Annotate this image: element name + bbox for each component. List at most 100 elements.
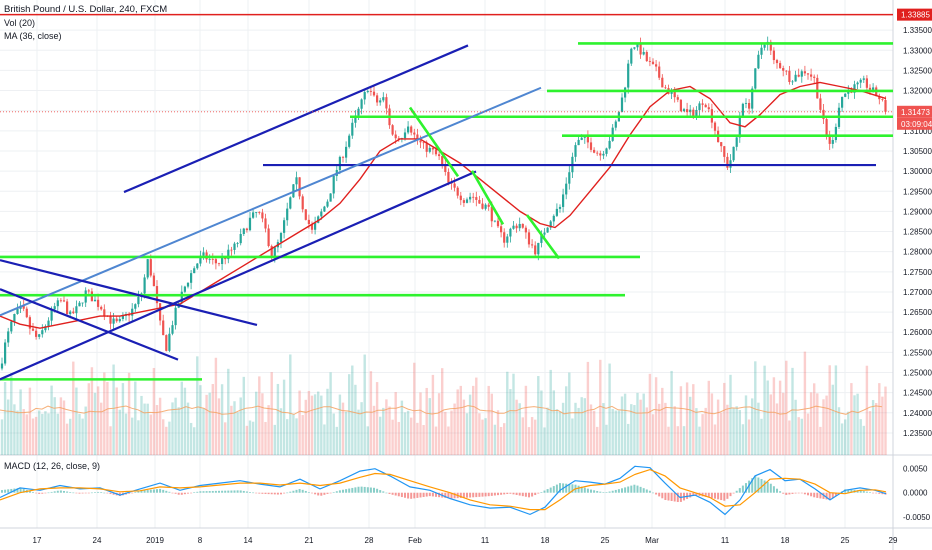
macd-histogram-bar: [630, 485, 633, 493]
macd-histogram-bar: [816, 492, 819, 498]
macd-histogram-bar: [87, 492, 90, 494]
macd-histogram-bar: [78, 492, 81, 494]
macd-histogram-bar: [298, 488, 301, 493]
volume-bar: [441, 368, 444, 455]
time-tick-label: 18: [541, 536, 550, 545]
candle-body: [416, 134, 419, 141]
macd-histogram-bar: [159, 488, 162, 493]
macd-histogram-bar: [140, 490, 143, 493]
macd-histogram-bar: [366, 487, 369, 493]
candle-body: [62, 300, 66, 302]
price-tick-label: 1.28500: [903, 228, 932, 237]
volume-bar: [341, 402, 345, 455]
macd-histogram-bar: [28, 491, 31, 493]
candle-body: [134, 304, 137, 309]
volume-bar: [62, 400, 66, 455]
macd-histogram-bar: [202, 491, 205, 493]
candle-body: [682, 109, 686, 112]
candle-body: [196, 263, 199, 269]
volume-bar: [806, 413, 810, 455]
volume-bar: [434, 426, 438, 455]
volume-bar: [794, 399, 797, 455]
macd-histogram-bar: [177, 492, 180, 495]
macd-histogram-bar: [143, 490, 146, 493]
volume-bar: [667, 426, 670, 455]
volume-bar: [813, 383, 816, 455]
candle-body: [84, 290, 87, 303]
macd-histogram-bar: [348, 488, 351, 493]
ma-indicator-label[interactable]: MA (36, close): [4, 31, 62, 41]
candle-body: [676, 97, 679, 100]
macd-histogram-bar: [593, 490, 596, 493]
volume-bar: [437, 393, 441, 455]
candle-body: [754, 68, 757, 89]
candle-body: [648, 61, 651, 62]
candle-body: [252, 212, 255, 218]
candle-body: [748, 102, 751, 109]
candle-body: [41, 330, 44, 335]
macd-histogram-bar: [751, 478, 754, 493]
macd-histogram-bar: [766, 481, 769, 493]
candle-body: [13, 313, 16, 322]
macd-histogram-bar: [280, 492, 282, 495]
macd-histogram-bar: [428, 492, 431, 497]
candle-body: [868, 87, 872, 90]
volume-bar: [713, 424, 717, 455]
macd-indicator-label[interactable]: MACD (12, 26, close, 9): [4, 461, 101, 471]
candle-body: [31, 328, 35, 331]
candle-body: [267, 228, 270, 247]
volume-bar: [685, 382, 689, 455]
candle-body: [760, 47, 763, 55]
candle-body: [565, 183, 568, 195]
volume-bar: [53, 397, 56, 455]
macd-histogram-bar: [807, 492, 809, 496]
candle-body: [586, 135, 589, 143]
candle-body: [810, 74, 813, 77]
volume-bar: [611, 408, 614, 455]
volume-bar: [527, 427, 531, 455]
candle-body: [152, 275, 155, 287]
macd-histogram-bar: [304, 490, 307, 493]
macd-histogram-bar: [360, 486, 363, 493]
macd-histogram-bar: [323, 492, 326, 495]
candle-body: [261, 212, 264, 219]
macd-histogram-bar: [481, 492, 484, 497]
macd-histogram-bar: [351, 487, 354, 493]
macd-histogram-bar: [97, 491, 100, 493]
price-tick-label: 1.28000: [903, 248, 932, 257]
volume-bar: [410, 417, 413, 455]
macd-histogram-bar: [187, 492, 189, 494]
candle-body: [763, 44, 766, 48]
candle-body: [744, 102, 748, 104]
macd-histogram-bar: [363, 486, 366, 493]
macd-histogram-bar: [56, 490, 59, 493]
volume-bar: [317, 391, 320, 455]
volume-bar: [800, 418, 803, 455]
volume-bar: [431, 374, 435, 455]
candle-body: [425, 142, 428, 152]
macd-histogram-bar: [580, 486, 583, 493]
macd-histogram-bar: [236, 490, 239, 493]
candle-body: [382, 97, 385, 101]
candle-body: [72, 311, 75, 314]
macd-histogram-bar: [648, 490, 651, 493]
volume-indicator-label[interactable]: Vol (20): [4, 18, 36, 28]
macd-histogram-bar: [410, 492, 413, 499]
volume-bar: [856, 393, 859, 455]
macd-histogram-bar: [230, 490, 233, 493]
candle-body: [428, 147, 431, 152]
candle-body: [655, 64, 658, 67]
candle-body: [258, 212, 261, 213]
macd-histogram-bar: [373, 487, 375, 493]
candle-body: [772, 50, 775, 61]
candle-body: [413, 132, 416, 135]
volume-bar: [13, 404, 16, 455]
volume-bar: [56, 413, 59, 455]
candle-body: [171, 325, 174, 334]
macd-histogram-bar: [673, 492, 676, 502]
candle-body: [304, 209, 307, 220]
macd-histogram-bar: [565, 483, 568, 493]
volume-bar: [109, 426, 112, 455]
channel-trend-line: [0, 288, 179, 361]
